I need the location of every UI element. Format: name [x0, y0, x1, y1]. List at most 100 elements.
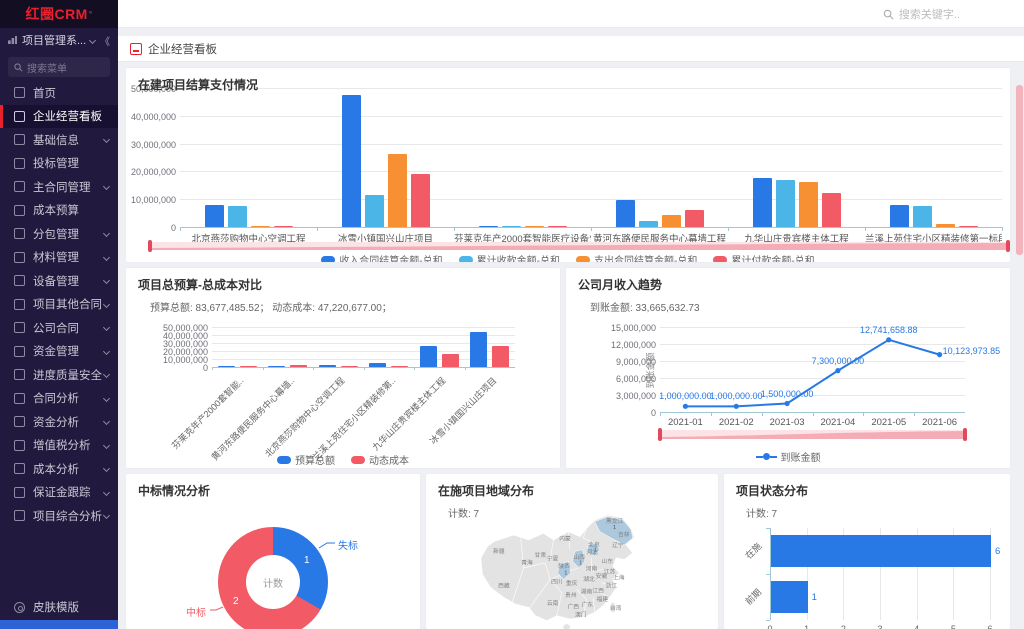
- bar[interactable]: [684, 210, 704, 227]
- bar[interactable]: [410, 173, 430, 227]
- bar[interactable]: [273, 225, 293, 227]
- bar[interactable]: [364, 195, 384, 227]
- bar[interactable]: [250, 225, 270, 227]
- x-axis-tick: [414, 367, 415, 370]
- sidebar-item-0[interactable]: 首页: [0, 81, 118, 105]
- sidebar-item-label: 公司合同: [33, 322, 79, 335]
- data-point[interactable]: [936, 352, 943, 358]
- bar[interactable]: [661, 215, 681, 227]
- chevron-down-icon: [102, 394, 111, 402]
- sidebar-item-label: 增值税分析: [33, 440, 91, 453]
- bar[interactable]: [217, 365, 235, 367]
- bar[interactable]: [771, 581, 808, 613]
- legend-item[interactable]: 动态成本: [351, 452, 409, 467]
- bar[interactable]: [524, 225, 544, 227]
- y-axis-tick-label: 9,000,000: [615, 357, 656, 367]
- legend-item[interactable]: 支出合同结算金额-总和: [576, 252, 697, 262]
- gridline: [180, 88, 1002, 89]
- sidebar-item-skin-template[interactable]: 皮肤模版: [0, 599, 118, 615]
- bar[interactable]: [204, 204, 224, 227]
- province-highlight[interactable]: [557, 560, 572, 580]
- legend-item[interactable]: 到账金额: [755, 449, 821, 464]
- bar[interactable]: [798, 181, 818, 227]
- sidebar-item-17[interactable]: 保证金跟踪: [0, 481, 118, 505]
- datazoom-right-handle[interactable]: [1006, 240, 1010, 252]
- sidebar-item-14[interactable]: 资金分析: [0, 410, 118, 434]
- legend-item[interactable]: 累计收款金额-总和: [458, 252, 560, 262]
- legend-item[interactable]: 预算总额: [277, 452, 335, 467]
- bar[interactable]: [821, 193, 841, 227]
- province-highlight[interactable]: [594, 516, 634, 546]
- sidebar-item-15[interactable]: 增值税分析: [0, 434, 118, 458]
- bar[interactable]: [290, 364, 308, 367]
- bar[interactable]: [615, 199, 635, 227]
- data-point[interactable]: [784, 400, 790, 407]
- bar[interactable]: [268, 365, 286, 367]
- bar[interactable]: [775, 179, 795, 227]
- sidebar-item-6[interactable]: 分包管理: [0, 222, 118, 246]
- datazoom-left-handle[interactable]: [658, 428, 662, 441]
- legend-swatch-icon: [713, 255, 728, 262]
- datazoom-slider[interactable]: [658, 428, 967, 441]
- bar[interactable]: [935, 224, 955, 227]
- sidebar-item-8[interactable]: 设备管理: [0, 269, 118, 293]
- sidebar-item-9[interactable]: 项目其他合同: [0, 293, 118, 317]
- datazoom-slider[interactable]: [148, 240, 1010, 252]
- sidebar-item-10[interactable]: 公司合同: [0, 316, 118, 340]
- sidebar-item-4[interactable]: 主合同管理: [0, 175, 118, 199]
- province-highlight[interactable]: [572, 549, 586, 569]
- bar[interactable]: [492, 346, 510, 367]
- bar[interactable]: [478, 225, 498, 227]
- sidebar-item-2[interactable]: 基础信息: [0, 128, 118, 152]
- data-point[interactable]: [835, 368, 841, 374]
- bar[interactable]: [912, 206, 932, 227]
- data-point[interactable]: [886, 337, 892, 343]
- bar[interactable]: [771, 535, 991, 567]
- bar[interactable]: [239, 365, 257, 367]
- bar[interactable]: [501, 225, 521, 227]
- bar[interactable]: [889, 204, 909, 227]
- data-point[interactable]: [733, 403, 739, 409]
- datazoom-left-handle[interactable]: [148, 240, 152, 252]
- sidebar-item-13[interactable]: 合同分析: [0, 387, 118, 411]
- bar[interactable]: [318, 364, 336, 367]
- data-point-label: 1,000,000.00: [659, 391, 712, 402]
- sidebar-item-1[interactable]: 企业经营看板: [0, 104, 118, 128]
- sidebar-search-input[interactable]: 搜索菜单: [8, 57, 110, 77]
- bar[interactable]: [441, 354, 459, 367]
- bar[interactable]: [387, 154, 407, 227]
- page-scrollbar-thumb[interactable]: [1016, 85, 1023, 255]
- sidebar-item-11[interactable]: 资金管理: [0, 340, 118, 364]
- legend-line-icon: [755, 453, 777, 460]
- legend-item[interactable]: 累计付款金额-总和: [713, 252, 815, 262]
- chart6-plot: 6 在施 1 前期: [743, 528, 1000, 621]
- sidebar-item-16[interactable]: 成本分析: [0, 457, 118, 481]
- legend-label: 收入合同结算金额-总和: [339, 256, 443, 262]
- bar[interactable]: [419, 346, 437, 367]
- sidebar-item-12[interactable]: 进度质量安全: [0, 363, 118, 387]
- bar[interactable]: [391, 365, 409, 367]
- bar[interactable]: [369, 363, 387, 367]
- bar[interactable]: [340, 365, 358, 367]
- data-point[interactable]: [682, 403, 689, 409]
- bar[interactable]: [638, 220, 658, 227]
- collapse-sidebar-button[interactable]: 《: [100, 36, 110, 48]
- analysis-icon: [14, 392, 25, 404]
- sidebar-item-18[interactable]: 项目综合分析: [0, 504, 118, 528]
- sidebar-item-3[interactable]: 投标管理: [0, 152, 118, 176]
- datazoom-right-handle[interactable]: [963, 428, 967, 441]
- tab-enterprise-dashboard[interactable]: 企业经营看板: [148, 43, 217, 56]
- bar[interactable]: [341, 94, 361, 227]
- bar[interactable]: [227, 206, 247, 227]
- bar[interactable]: [470, 331, 488, 367]
- legend-item[interactable]: 收入合同结算金额-总和: [321, 252, 443, 262]
- bar[interactable]: [958, 225, 978, 227]
- workspace-switcher[interactable]: 项目管理系... 《: [0, 28, 118, 52]
- bar[interactable]: [547, 225, 567, 227]
- sidebar-item-5[interactable]: 成本预算: [0, 199, 118, 223]
- bar[interactable]: [752, 178, 772, 227]
- sidebar-item-7[interactable]: 材料管理: [0, 246, 118, 270]
- global-search-input[interactable]: 搜索关键字..: [883, 0, 960, 28]
- province-highlight[interactable]: [587, 542, 601, 557]
